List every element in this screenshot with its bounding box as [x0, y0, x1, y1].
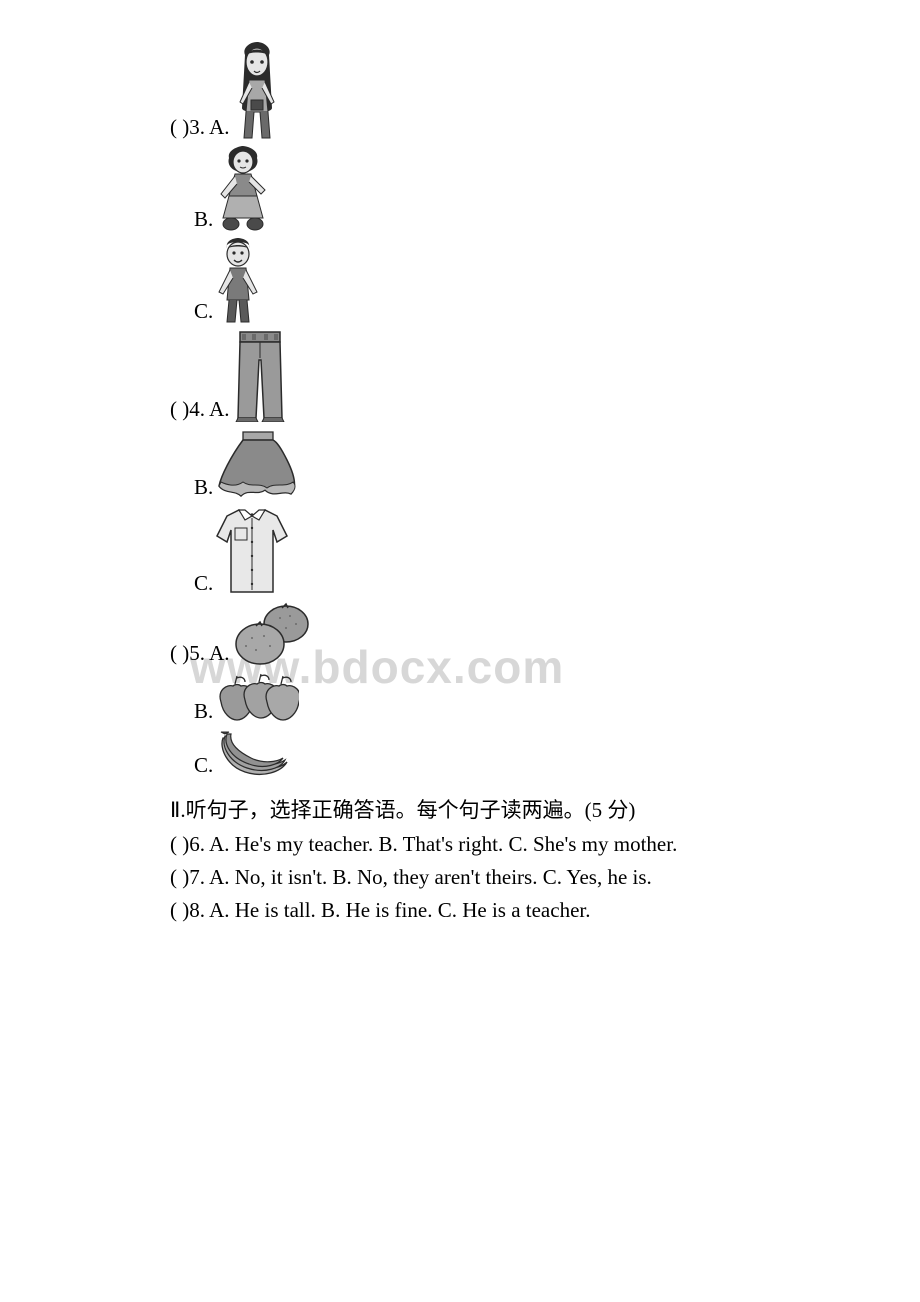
- q3-option-b-row: B.: [170, 146, 750, 232]
- q5-option-b-row: B.: [170, 672, 750, 724]
- q7-line: ( )7. A. No, it isn't. B. No, they aren'…: [170, 865, 750, 890]
- q5-optB-label: B.: [194, 699, 213, 724]
- pants-icon: [232, 330, 288, 422]
- apples-icon: [215, 672, 299, 724]
- q3-optB-label: B.: [194, 207, 213, 232]
- q4-option-b-row: B.: [170, 428, 750, 500]
- q5-label: ( )5. A.: [170, 641, 230, 666]
- q4-optB-label: B.: [194, 475, 213, 500]
- page-content: ( )3. A. B.: [170, 40, 750, 923]
- woman-long-hair-icon: [232, 40, 282, 140]
- q5-optC-label: C.: [194, 753, 213, 778]
- q5-option-a-row: ( )5. A.: [170, 602, 750, 666]
- q8-line: ( )8. A. He is tall. B. He is fine. C. H…: [170, 898, 750, 923]
- q4-label: ( )4. A.: [170, 397, 230, 422]
- section2-title: Ⅱ.听句子，选择正确答语。每个句子读两遍。(5 分): [170, 794, 750, 824]
- q3-optC-label: C.: [194, 299, 213, 324]
- q4-option-a-row: ( )4. A.: [170, 330, 750, 422]
- q3-option-a-row: ( )3. A.: [170, 40, 750, 140]
- girl-sitting-icon: [215, 146, 271, 232]
- q3-label: ( )3. A.: [170, 115, 230, 140]
- q5-option-c-row: C.: [170, 730, 750, 778]
- boy-icon: [215, 238, 261, 324]
- oranges-icon: [232, 602, 314, 666]
- q3-option-c-row: C.: [170, 238, 750, 324]
- q4-optC-label: C.: [194, 571, 213, 596]
- skirt-icon: [215, 428, 301, 500]
- shirt-icon: [215, 506, 289, 596]
- bananas-icon: [215, 730, 291, 778]
- q4-option-c-row: C.: [170, 506, 750, 596]
- q6-line: ( )6. A. He's my teacher. B. That's righ…: [170, 832, 750, 857]
